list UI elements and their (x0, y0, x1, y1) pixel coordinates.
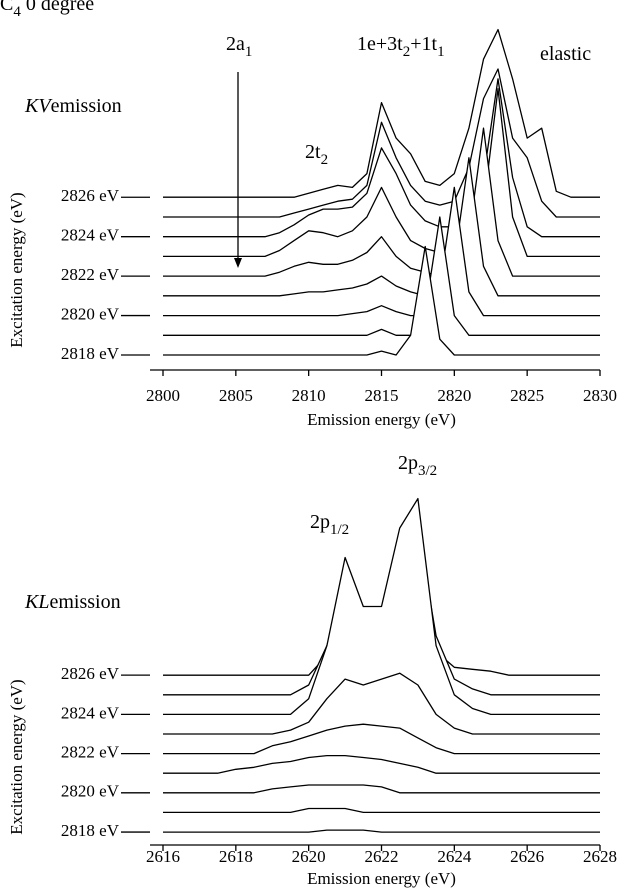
x-axis-label: Emission energy (eV) (307, 410, 456, 429)
spectrum-curve (163, 807, 600, 814)
spectrum-curve (163, 829, 600, 833)
x-tick-label: 2628 (583, 847, 617, 866)
annotation: 2p1/2 (310, 511, 349, 538)
y-tick-label: 2820 eV (61, 304, 120, 323)
x-tick-label: 2626 (510, 847, 544, 866)
text-part: KL (24, 591, 49, 613)
y-tick-label: 2824 eV (61, 226, 120, 245)
text-part: KV (24, 95, 53, 117)
y-tick-label: 2824 eV (61, 703, 120, 722)
arrow-head (234, 258, 242, 268)
text-part: 1 (245, 44, 253, 60)
x-tick-label: 2825 (510, 386, 544, 405)
x-tick-label: 2620 (292, 847, 326, 866)
y-axis-label: Excitation energy (eV) (7, 679, 26, 834)
text-part: 1/2 (330, 522, 349, 538)
text-part: 0 degree (21, 0, 94, 15)
x-tick-label: 2622 (365, 847, 399, 866)
y-tick-label: 2818 eV (61, 344, 120, 363)
text-part: 1 (437, 44, 445, 60)
y-tick-label: 2818 eV (61, 821, 120, 840)
spectrum-curve (163, 127, 600, 277)
x-tick-label: 2815 (365, 386, 399, 405)
text-part: 3/2 (418, 463, 437, 479)
text-part: 4 (13, 4, 21, 20)
annotation: elastic (540, 43, 591, 65)
x-tick-label: 2618 (219, 847, 253, 866)
text-part: 2p (310, 511, 330, 533)
x-tick-label: 2805 (219, 386, 253, 405)
y-tick-label: 2822 eV (61, 743, 120, 762)
text-part: 1e+3t (357, 33, 403, 55)
x-tick-label: 2800 (146, 386, 180, 405)
x-axis-label: Emission energy (eV) (307, 869, 456, 888)
y-tick-label: 2822 eV (61, 265, 120, 284)
text-part: 2p (398, 452, 418, 474)
spectrum-curve (163, 754, 600, 774)
spectrum-curve (163, 245, 600, 356)
text-part: +1t (410, 33, 437, 55)
text-part: 2 (403, 44, 411, 60)
spectrum-curve (163, 186, 600, 317)
x-tick-label: 2616 (146, 847, 180, 866)
y-tick-label: 2826 eV (61, 664, 120, 683)
x-tick-label: 2624 (437, 847, 472, 866)
chart: 2800 2805 2810 2815 2820 2825 2830 2818 eV 2820 … (7, 28, 617, 429)
text-part: 2t (305, 141, 321, 163)
text-part: elastic (540, 43, 591, 65)
spectrum-curve (163, 216, 600, 336)
y-tick-label: 2826 eV (61, 186, 120, 205)
annotation: KVemission (24, 95, 122, 117)
text-part: emission (51, 95, 122, 117)
x-tick-label: 2810 (292, 386, 326, 405)
spectrum-curve (163, 723, 600, 755)
annotation: 1e+3t2+1t1 (357, 33, 445, 60)
text-part: emission (49, 591, 120, 613)
spectrum-curve (163, 672, 600, 735)
x-tick-label: 2820 (437, 386, 471, 405)
chart: 2616 2618 2620 2622 2624 2626 2628 2818 eV 2820 … (7, 497, 617, 888)
chart-title: C4 0 degree (0, 0, 94, 20)
spectrum-curve (163, 157, 600, 297)
text-part: 2 (321, 152, 329, 168)
annotation: KLemission (24, 591, 121, 613)
annotation: 2t2 (305, 141, 328, 168)
y-tick-label: 2820 eV (61, 782, 120, 801)
x-tick-label: 2830 (583, 386, 617, 405)
annotation: 2p3/2 (398, 452, 437, 479)
annotation: 2a1 (226, 33, 252, 60)
text-part: C (0, 0, 13, 15)
y-axis-label: Excitation energy (eV) (7, 192, 26, 347)
spectrum-curve (163, 497, 600, 716)
spectrum-curve (163, 784, 600, 794)
text-part: 2a (226, 33, 245, 55)
